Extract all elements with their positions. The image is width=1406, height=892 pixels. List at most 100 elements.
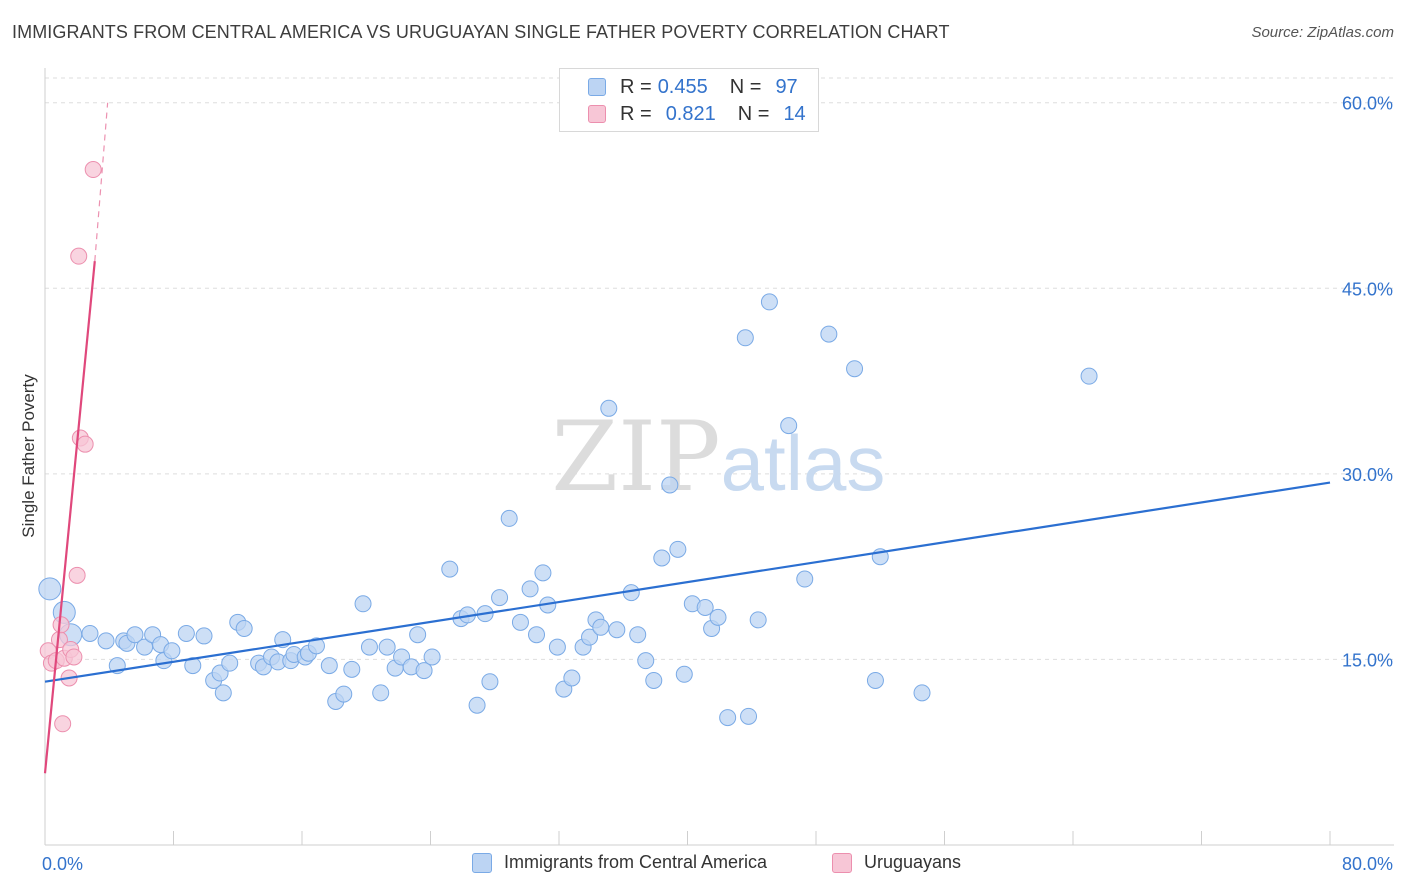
n-label: N = — [729, 75, 762, 98]
grid-lines — [45, 77, 1394, 660]
r-label: R = — [620, 75, 652, 98]
r-label: R = — [620, 102, 652, 125]
point-central-america-52 — [481, 673, 499, 691]
point-central-america-22 — [235, 620, 253, 638]
point-central-america-78 — [696, 598, 714, 616]
legend-swatch-blue-icon — [472, 852, 492, 873]
point-central-america-88 — [820, 325, 838, 343]
source-label: Source: ZipAtlas.com — [1251, 24, 1394, 41]
point-uruguayans-5 — [54, 715, 72, 733]
point-uruguayans-9 — [65, 648, 83, 666]
point-central-america-56 — [521, 580, 539, 598]
legend-swatch-blue-icon — [588, 78, 606, 96]
point-central-america-87 — [796, 570, 814, 588]
point-central-america-72 — [645, 671, 663, 689]
point-central-america-20 — [221, 654, 239, 672]
point-central-america-66 — [592, 618, 610, 636]
point-central-america-64 — [581, 628, 599, 646]
point-central-america-3 — [81, 624, 99, 642]
point-central-america-85 — [760, 293, 778, 311]
n-label: N = — [737, 102, 770, 125]
y-tick-label-45: 45.0% — [1342, 279, 1393, 299]
y-axis-label: Single Father Poverty — [19, 374, 38, 538]
point-central-america-44 — [409, 626, 427, 644]
chart-title: IMMIGRANTS FROM CENTRAL AMERICA VS URUGU… — [12, 22, 950, 42]
point-uruguayans-12 — [76, 435, 94, 453]
legend-row-uruguayans: R = 0.821 N = 14 — [588, 101, 806, 127]
point-central-america-53 — [491, 589, 509, 607]
correlation-legend: R = 0.455 N = 97 R = 0.821 N = 14 — [559, 68, 819, 132]
point-central-america-75 — [669, 540, 687, 558]
point-central-america-32 — [307, 637, 325, 655]
point-uruguayans-14 — [84, 161, 102, 179]
point-central-america-55 — [511, 613, 529, 631]
point-central-america-36 — [343, 660, 361, 678]
point-central-america-74 — [661, 476, 679, 494]
y-tick-label-60: 60.0% — [1342, 94, 1393, 114]
point-central-america-40 — [378, 638, 396, 656]
point-central-america-81 — [719, 709, 737, 727]
trend-line-uruguayans-extension — [94, 102, 109, 262]
point-central-america-70 — [629, 626, 647, 644]
point-central-america-13 — [163, 642, 181, 660]
point-central-america-15 — [184, 657, 202, 675]
point-central-america-68 — [608, 621, 626, 639]
point-central-america-86 — [780, 417, 798, 435]
watermark-atlas: atlas — [721, 419, 886, 507]
point-central-america-60 — [548, 638, 566, 656]
point-central-america-57 — [528, 626, 546, 644]
r-value: 0.455 — [657, 75, 708, 98]
point-central-america-89 — [846, 360, 864, 378]
trend-lines — [43, 102, 1331, 774]
point-central-america-62 — [563, 669, 581, 687]
point-central-america-93 — [1080, 367, 1098, 385]
x-tick-label-min: 0.0% — [42, 854, 83, 874]
point-central-america-67 — [600, 399, 618, 417]
point-central-america-4 — [97, 632, 115, 650]
point-central-america-71 — [637, 652, 655, 670]
series-legend: Immigrants from Central America Uruguaya… — [0, 850, 1406, 880]
point-central-america-19 — [214, 684, 232, 702]
point-central-america-84 — [749, 611, 767, 629]
point-central-america-50 — [468, 696, 486, 714]
axes — [44, 68, 1394, 846]
tick-labels: 15.0% 30.0% 45.0% 60.0% 0.0% 80.0% — [42, 94, 1393, 874]
point-uruguayans-13 — [70, 247, 88, 265]
legend-label: Uruguayans — [864, 852, 962, 872]
n-value: 14 — [783, 102, 806, 125]
point-uruguayans-10 — [68, 566, 86, 584]
point-central-america-8 — [126, 626, 144, 644]
point-central-america-80 — [709, 608, 727, 626]
n-value: 97 — [775, 75, 798, 98]
series-central-america-points — [38, 293, 1098, 727]
point-central-america-90 — [866, 671, 884, 689]
series-uruguayans-points — [39, 161, 102, 733]
point-central-america-76 — [675, 665, 693, 683]
point-central-america-92 — [913, 684, 931, 702]
point-central-america-33 — [320, 657, 338, 675]
legend-label: Immigrants from Central America — [504, 852, 768, 872]
point-central-america-0 — [38, 577, 62, 601]
legend-item-central-america: Immigrants from Central America — [472, 852, 767, 873]
y-tick-label-15: 15.0% — [1342, 650, 1393, 670]
point-central-america-58 — [534, 564, 552, 582]
point-central-america-35 — [335, 685, 353, 703]
watermark-zip: ZIP — [551, 401, 720, 513]
point-central-america-54 — [500, 509, 518, 527]
legend-row-central-america: R = 0.455 N = 97 — [588, 74, 798, 100]
legend-swatch-pink-icon — [832, 852, 852, 873]
point-central-america-47 — [441, 560, 459, 578]
point-central-america-39 — [372, 684, 390, 702]
point-central-america-37 — [354, 595, 372, 613]
point-central-america-83 — [740, 707, 758, 725]
point-central-america-46 — [423, 648, 441, 666]
x-tick-label-max: 80.0% — [1342, 854, 1393, 874]
legend-item-uruguayans: Uruguayans — [832, 852, 961, 873]
trend-line-uruguayans — [43, 260, 96, 774]
y-tick-label-30: 30.0% — [1342, 465, 1393, 485]
r-value: 0.821 — [665, 102, 716, 125]
point-central-america-16 — [195, 627, 213, 645]
point-central-america-73 — [653, 549, 671, 567]
point-central-america-45 — [415, 662, 433, 680]
